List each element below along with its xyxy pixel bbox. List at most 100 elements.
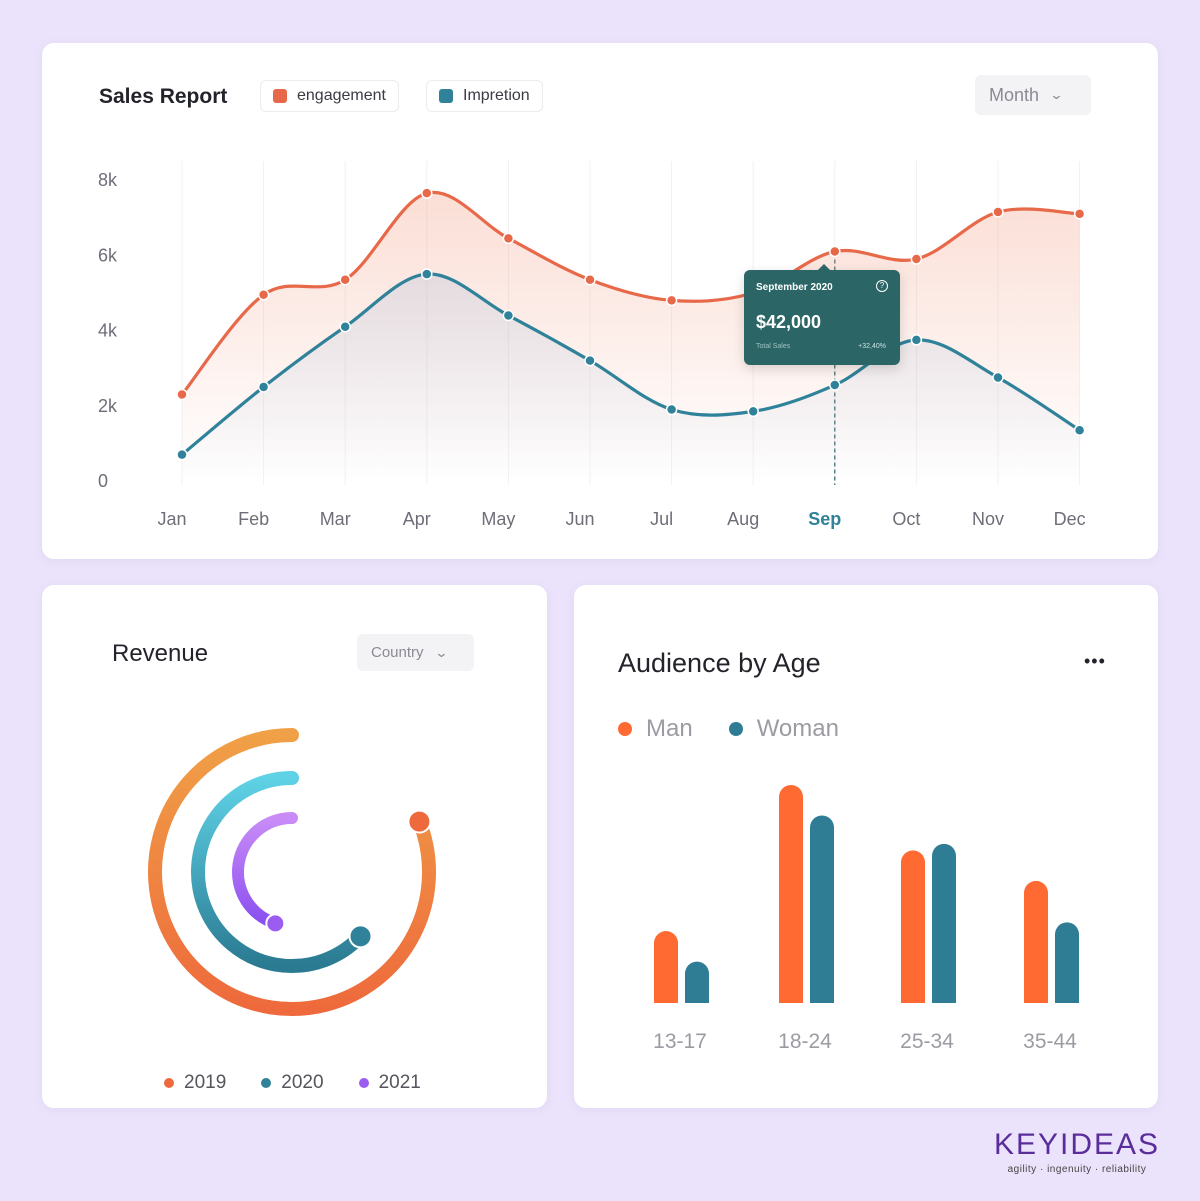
legend-2020-label: 2020 [281,1072,324,1093]
chevron-down-icon: ⌄ [1049,87,1064,102]
y-tick-label: 0 [98,471,108,491]
ring-end-2019 [407,809,432,834]
legend-man-label: Man [646,715,693,742]
data-point-engagement-Nov[interactable] [992,206,1004,218]
x-tick-label: Dec [1054,509,1086,529]
x-tick-label: Aug [727,509,759,529]
chevron-down-icon: ⌄ [433,644,449,660]
legend-woman-dot [728,722,743,736]
bar-Woman-25-34[interactable] [932,843,956,1003]
data-point-engagement-Mar[interactable] [339,273,351,286]
data-point-engagement-Apr[interactable] [421,187,433,199]
audience-bar-chart: 13-17 18-24 25-34 35-44 [653,785,1079,1053]
audience-legend: Man Woman [618,715,839,743]
data-point-engagement-Dec[interactable] [1073,208,1086,220]
sales-tooltip: September 2020 ? $42,000 Total Sales +32… [744,264,900,365]
age-group-label: 25-34 [900,1030,954,1053]
data-point-Impretion-Aug[interactable] [747,405,759,418]
ring-2020[interactable] [191,771,368,973]
bar-Man-18-24[interactable] [779,785,803,1003]
age-group-label: 18-24 [778,1030,832,1053]
y-tick-label: 6k [98,245,118,265]
bar-Man-35-44[interactable] [1024,880,1048,1003]
y-tick-label: 2k [98,396,118,416]
legend-2019-label: 2019 [184,1072,227,1093]
data-point-engagement-Sep[interactable] [829,245,841,258]
help-icon[interactable]: ? [876,280,888,292]
ring-end-2021 [265,913,286,934]
more-options-icon[interactable]: ••• [1084,651,1106,671]
data-point-Impretion-Mar[interactable] [339,320,351,333]
sales-report-title: Sales Report [99,85,228,108]
sales-report-card: Sales Report engagement Impretion Month … [42,43,1158,559]
data-point-engagement-Jan[interactable] [176,388,188,401]
data-point-Impretion-Sep[interactable] [829,379,841,391]
bar-Man-13-17[interactable] [654,931,678,1003]
impretion-swatch [439,89,453,103]
bar-Man-25-34[interactable] [901,850,925,1003]
legend-2020-dot [261,1078,272,1088]
data-point-engagement-Feb[interactable] [257,289,270,301]
x-tick-label: Jun [565,509,594,529]
x-tick-label: Jan [157,509,186,529]
data-point-engagement-Jun[interactable] [584,273,596,286]
month-dropdown[interactable]: Month ⌄ [975,75,1091,115]
x-tick-label: Sep [808,509,841,529]
engagement-swatch [273,89,287,103]
audience-title: Audience by Age [618,648,821,678]
country-dropdown[interactable]: Country ⌄ [357,634,474,671]
ring-end-2020 [348,924,373,949]
country-dropdown-value: Country [371,644,424,661]
legend-engagement[interactable]: engagement [260,80,399,112]
data-point-Impretion-Apr[interactable] [421,268,433,280]
data-point-Impretion-Feb[interactable] [257,381,270,393]
legend-2019-dot [164,1078,174,1088]
legend-impretion-label: Impretion [463,87,530,104]
tooltip-title: September 2020 [756,282,833,293]
revenue-radial-chart [148,728,436,1016]
data-point-Impretion-Dec[interactable] [1073,424,1086,436]
x-tick-label: Feb [238,509,269,529]
legend-engagement-label: engagement [297,87,386,104]
x-tick-label: Jul [650,509,673,529]
revenue-card: Revenue Country ⌄ 2019 2020 2021 [42,585,547,1108]
data-point-Impretion-Jun[interactable] [584,354,596,367]
legend-woman-label: Woman [756,715,839,742]
legend-2021-dot [358,1078,369,1088]
ring-2019[interactable] [148,728,436,1016]
tooltip-change: +32,40% [858,343,886,350]
data-point-engagement-Oct[interactable] [910,253,923,265]
sales-line-chart: 8k 6k 4k 2k 0 Jan Feb Mar Apr May Jun Jul Aug Sep Oct… [98,161,1086,529]
revenue-legend: 2019 2020 2021 [164,1072,421,1094]
x-tick-label: Oct [892,509,920,529]
data-point-Impretion-Jan[interactable] [176,448,188,461]
legend-2021-label: 2021 [378,1072,421,1093]
data-point-Impretion-Jul[interactable] [665,403,678,416]
brand-tagline: agility · ingenuity · reliability [1007,1164,1147,1175]
legend-impretion[interactable]: Impretion [426,80,543,112]
data-point-Impretion-May[interactable] [502,309,515,322]
bar-Woman-18-24[interactable] [810,815,834,1003]
revenue-title: Revenue [112,640,209,667]
tooltip-value: $42,000 [756,312,822,332]
data-point-engagement-Jul[interactable] [665,294,678,307]
age-group-label: 35-44 [1023,1030,1077,1053]
bar-Woman-35-44[interactable] [1055,922,1079,1003]
series-area-Impretion [182,273,1080,481]
brand-logo: KEYIDEAS agility · ingenuity · reliabili… [994,1128,1160,1175]
x-tick-label: Apr [403,509,431,529]
x-tick-label: Mar [320,509,351,529]
bar-Woman-13-17[interactable] [685,961,709,1003]
y-tick-label: 8k [98,170,118,190]
tooltip-arrow [818,264,830,270]
data-point-engagement-May[interactable] [502,232,515,245]
legend-man-dot [618,722,632,736]
audience-card: Audience by Age ••• Man Woman 13-17 18-24… [574,585,1158,1108]
data-point-Impretion-Nov[interactable] [992,371,1004,384]
ring-2021[interactable] [232,812,298,930]
data-point-Impretion-Oct[interactable] [910,334,923,346]
month-dropdown-value: Month [989,84,1040,105]
tooltip-subtitle: Total Sales [756,343,791,350]
x-tick-label: May [481,509,515,529]
brand-name: KEYIDEAS [994,1128,1161,1161]
